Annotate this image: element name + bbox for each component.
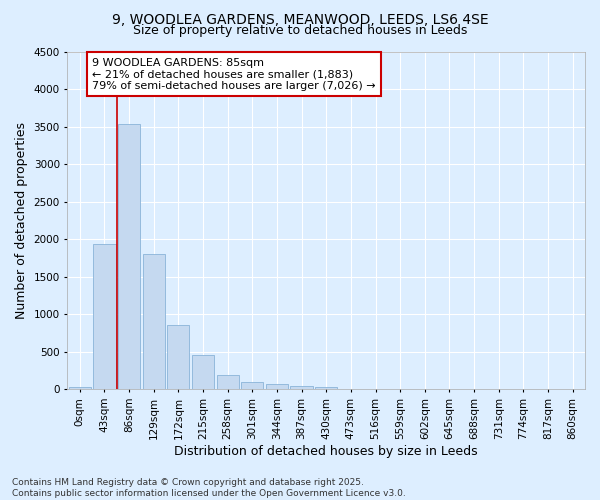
Bar bbox=[118, 124, 140, 389]
Bar bbox=[290, 386, 313, 389]
Bar bbox=[167, 326, 190, 389]
Text: 9 WOODLEA GARDENS: 85sqm
← 21% of detached houses are smaller (1,883)
79% of sem: 9 WOODLEA GARDENS: 85sqm ← 21% of detach… bbox=[92, 58, 376, 90]
Bar bbox=[192, 356, 214, 389]
Bar bbox=[94, 244, 116, 389]
Text: 9, WOODLEA GARDENS, MEANWOOD, LEEDS, LS6 4SE: 9, WOODLEA GARDENS, MEANWOOD, LEEDS, LS6… bbox=[112, 12, 488, 26]
Text: Size of property relative to detached houses in Leeds: Size of property relative to detached ho… bbox=[133, 24, 467, 37]
Y-axis label: Number of detached properties: Number of detached properties bbox=[15, 122, 28, 319]
Bar bbox=[68, 387, 91, 389]
Text: Contains HM Land Registry data © Crown copyright and database right 2025.
Contai: Contains HM Land Registry data © Crown c… bbox=[12, 478, 406, 498]
Bar bbox=[241, 382, 263, 389]
X-axis label: Distribution of detached houses by size in Leeds: Distribution of detached houses by size … bbox=[175, 444, 478, 458]
Bar bbox=[315, 387, 337, 389]
Bar bbox=[266, 384, 288, 389]
Bar bbox=[143, 254, 165, 389]
Bar bbox=[217, 376, 239, 389]
